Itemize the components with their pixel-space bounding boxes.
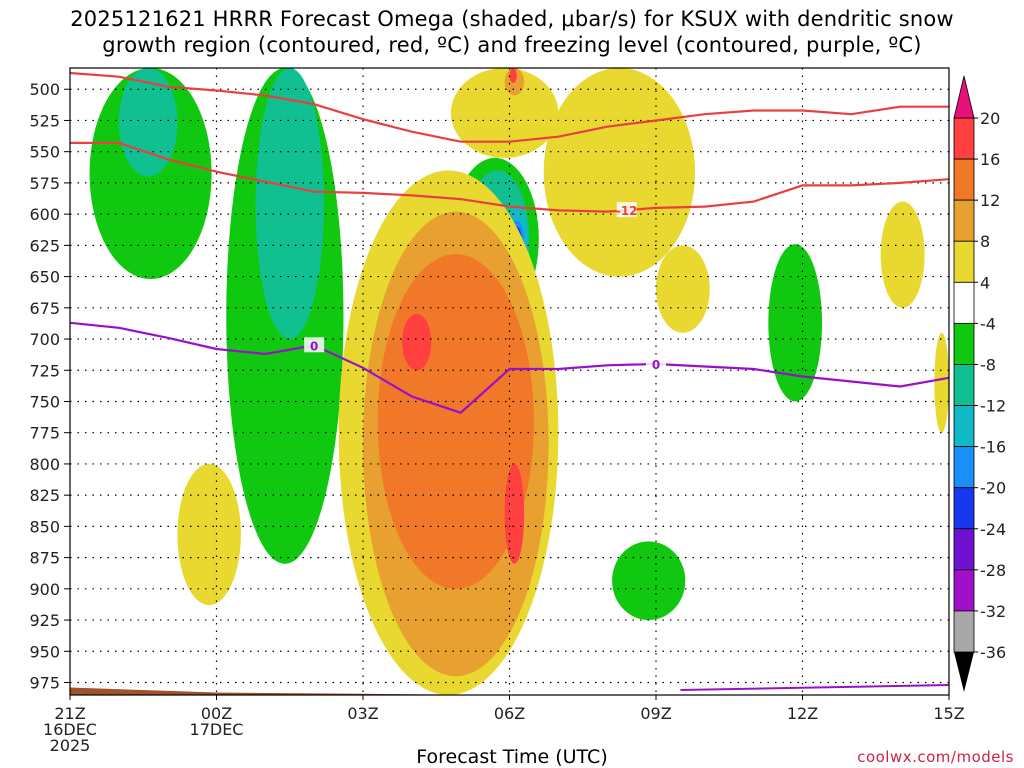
omega-area-22 bbox=[880, 201, 925, 308]
ytick-label: 700 bbox=[29, 330, 60, 349]
colorbar-label: 16 bbox=[980, 150, 1000, 169]
colorbar-label: -4 bbox=[980, 314, 996, 333]
omega-area-23 bbox=[934, 332, 949, 433]
contour-lines: -12 0 0 bbox=[69, 71, 950, 414]
colorbar-band-6 bbox=[953, 364, 975, 406]
colorbar-band-2 bbox=[953, 199, 975, 242]
dgz-top-contour bbox=[69, 71, 949, 143]
colorbar-label: -12 bbox=[980, 397, 1006, 416]
omega-area-16 bbox=[509, 68, 517, 83]
ytick-label: 975 bbox=[29, 674, 60, 693]
omega-shading bbox=[89, 68, 949, 695]
colorbar-label: -36 bbox=[980, 643, 1006, 662]
ytick-label: 500 bbox=[29, 80, 60, 99]
xtick-label: 03Z bbox=[347, 704, 378, 723]
ytick-label: 675 bbox=[29, 299, 60, 318]
ytick-label: 850 bbox=[29, 517, 60, 536]
colorbar-label: 12 bbox=[980, 191, 1000, 210]
ytick-label: 950 bbox=[29, 642, 60, 661]
omega-area-13 bbox=[504, 463, 525, 564]
xtick-label: 00Z bbox=[201, 704, 232, 723]
ytick-label: 925 bbox=[29, 611, 60, 630]
x-axis-title: Forecast Time (UTC) bbox=[416, 746, 608, 768]
ytick-label: 600 bbox=[29, 205, 60, 224]
colorbar-bottom-arrow bbox=[954, 652, 974, 692]
omega-area-20 bbox=[612, 541, 686, 621]
ytick-label: 725 bbox=[29, 361, 60, 380]
colorbar-band-3 bbox=[953, 240, 975, 283]
ytick-label: 525 bbox=[29, 111, 60, 130]
terrain-fill bbox=[70, 687, 949, 695]
colorbar-band-11 bbox=[953, 569, 975, 612]
xtick-label: 17DEC bbox=[190, 720, 244, 739]
y-axis: 500 525 550 575 600 625 650 675 700 725 750 775 800 8… bbox=[29, 80, 70, 693]
colorbar-band-4 bbox=[953, 281, 975, 324]
ytick-label: 775 bbox=[29, 424, 60, 443]
surface-freezing-trace bbox=[680, 684, 950, 692]
ytick-label: 875 bbox=[29, 549, 60, 568]
ytick-label: 800 bbox=[29, 455, 60, 474]
colorbar-band-5 bbox=[953, 322, 975, 365]
ytick-label: 625 bbox=[29, 236, 60, 255]
colorbar: 20 16 12 8 4 -4 -8 -12 -16 -20 -24 -28 -32 -36 bbox=[953, 75, 1006, 692]
colorbar-label: -24 bbox=[980, 520, 1006, 539]
colorbar-top-arrow bbox=[953, 75, 975, 119]
xtick-label: 06Z bbox=[494, 704, 525, 723]
colorbar-band-1 bbox=[953, 158, 975, 201]
colorbar-label: 20 bbox=[980, 109, 1000, 128]
colorbar-band-12 bbox=[953, 610, 975, 653]
dgz-bottom-contour-label-bg bbox=[616, 202, 637, 218]
colorbar-label: 8 bbox=[980, 232, 990, 251]
chart-title: 2025121621 HRRR Forecast Omega (shaded, … bbox=[70, 7, 954, 57]
colorbar-label: 4 bbox=[980, 273, 990, 292]
omega-area-18 bbox=[656, 245, 710, 333]
ytick-label: 575 bbox=[29, 174, 60, 193]
colorbar-band-9 bbox=[953, 487, 975, 530]
colorbar-band-10 bbox=[953, 528, 975, 571]
xtick-label: 16DEC bbox=[43, 720, 97, 739]
freezing-level-contour-label-bg bbox=[646, 356, 666, 372]
omega-area-3 bbox=[255, 68, 324, 340]
ytick-label: 650 bbox=[29, 268, 60, 287]
dgz-bottom-contour-label: -12 bbox=[616, 204, 638, 218]
omega-area-21 bbox=[768, 244, 823, 402]
colorbar-band-8 bbox=[953, 446, 975, 489]
freezing-level-contour-label-bg bbox=[304, 337, 325, 353]
xtick-label: 12Z bbox=[787, 704, 818, 723]
terrain bbox=[70, 684, 950, 695]
xtick-label: 09Z bbox=[640, 704, 671, 723]
omega-area-12 bbox=[402, 314, 432, 371]
xtick-label: 2025 bbox=[50, 736, 91, 755]
colorbar-band-7 bbox=[953, 405, 975, 448]
colorbar-label: -16 bbox=[980, 438, 1006, 457]
colorbar-band-0 bbox=[953, 117, 975, 160]
xtick-label: 21Z bbox=[54, 704, 85, 723]
colorbar-label: -32 bbox=[980, 602, 1006, 621]
freezing-level-contour-label: 0 bbox=[310, 339, 318, 353]
colorbar-label: -28 bbox=[980, 561, 1006, 580]
ytick-label: 900 bbox=[29, 580, 60, 599]
colorbar-label: -20 bbox=[980, 479, 1006, 498]
omega-area-1 bbox=[118, 68, 178, 177]
ytick-label: 825 bbox=[29, 486, 60, 505]
dgz-bottom-contour bbox=[70, 141, 950, 213]
xtick-label: 15Z bbox=[933, 704, 964, 723]
colorbar-label: -8 bbox=[980, 355, 996, 374]
omega-area-14 bbox=[450, 68, 559, 158]
credit-text[interactable]: coolwx.com/models bbox=[857, 748, 1014, 766]
ytick-label: 550 bbox=[29, 143, 60, 162]
ytick-label: 750 bbox=[29, 392, 60, 411]
omega-area-19 bbox=[177, 463, 241, 606]
freezing-level-contour-label: 0 bbox=[652, 358, 660, 372]
freezing-level-contour bbox=[69, 321, 950, 414]
